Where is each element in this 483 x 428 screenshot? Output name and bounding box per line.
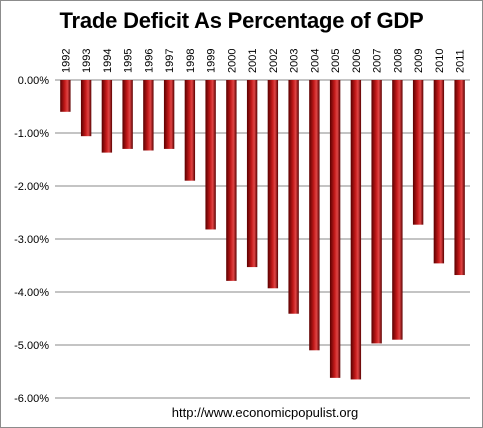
bar-2007 — [371, 80, 382, 344]
bar-1997 — [163, 80, 175, 149]
y-tick-label: -6.00% — [14, 393, 49, 405]
x-tick-label: 2007 — [372, 49, 384, 73]
x-tick-label: 2009 — [413, 49, 425, 73]
bar-1998 — [184, 80, 196, 181]
y-tick-label: -4.00% — [14, 287, 49, 299]
x-tick-label: 1993 — [81, 49, 93, 73]
bar-2005 — [329, 80, 341, 378]
x-tick-label: 1997 — [164, 49, 176, 73]
x-tick-label: 2010 — [434, 49, 446, 73]
x-tick-label: 2001 — [247, 49, 259, 73]
bar-2009 — [412, 80, 424, 225]
bar-2002 — [267, 80, 279, 289]
x-tick-label: 1994 — [102, 49, 114, 73]
bar-2010 — [433, 80, 445, 264]
bar-2004 — [309, 80, 320, 351]
bars — [60, 80, 465, 380]
bar-2006 — [350, 80, 362, 380]
chart-title: Trade Deficit As Percentage of GDP — [59, 8, 424, 33]
y-tick-label: -2.00% — [14, 181, 49, 193]
x-tick-label: 2011 — [455, 49, 467, 73]
source-url: http://www.economicpopulist.org — [171, 405, 359, 420]
bar-1995 — [122, 80, 133, 149]
bar-2003 — [288, 80, 299, 314]
bar-1994 — [101, 80, 113, 153]
x-tick-label: 2000 — [226, 49, 238, 73]
x-tick-label: 1992 — [60, 49, 72, 73]
bar-2000 — [226, 80, 237, 281]
x-tick-labels: 1992 1993 1994 1995 1996 1997 1998 1999 2000 2001… — [60, 49, 466, 73]
y-tick-label: 0.00% — [18, 75, 49, 87]
bar-2011 — [454, 80, 465, 276]
x-tick-label: 2008 — [392, 49, 404, 73]
bar-1999 — [205, 80, 216, 230]
y-tick-label: -3.00% — [14, 234, 49, 246]
bar-2008 — [392, 80, 403, 340]
bar-2001 — [246, 80, 258, 268]
x-tick-label: 2002 — [268, 49, 280, 73]
y-tick-label: -1.00% — [14, 128, 49, 140]
x-tick-label: 1995 — [123, 49, 135, 73]
x-tick-label: 2004 — [309, 49, 321, 73]
x-tick-label: 1999 — [206, 49, 218, 73]
x-tick-label: 1998 — [185, 49, 197, 73]
bar-1992 — [60, 80, 71, 112]
x-tick-label: 2006 — [351, 49, 363, 73]
y-tick-label: -5.00% — [14, 340, 49, 352]
bar-1993 — [80, 80, 92, 137]
x-tick-label: 2003 — [289, 49, 301, 73]
gridlines — [55, 79, 470, 399]
x-tick-label: 1996 — [143, 49, 155, 73]
y-tick-labels: 0.00% -1.00% -2.00% -3.00% -4.00% -5.00% -6.00… — [14, 75, 49, 405]
x-tick-label: 2005 — [330, 49, 342, 73]
bar-1996 — [143, 80, 154, 151]
